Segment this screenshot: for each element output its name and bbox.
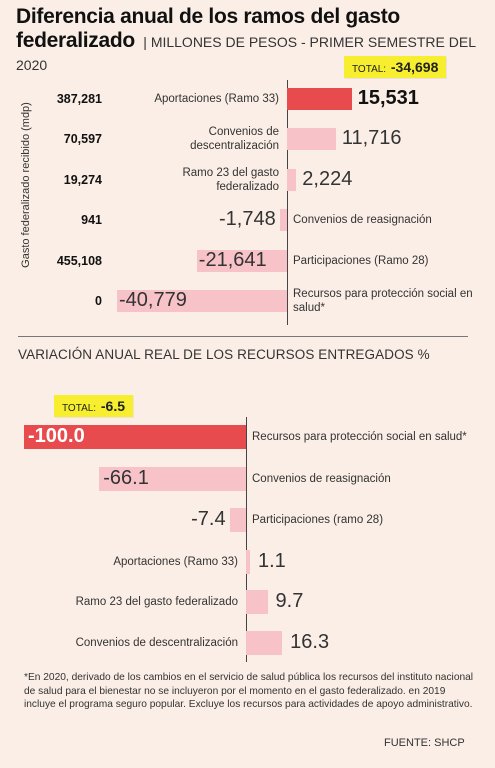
category-label: Participaciones (Ramo 28) xyxy=(293,255,429,267)
chart-title-line1: Diferencia anual de los ramos del gasto xyxy=(16,5,400,28)
received-axis-label: Gasto federalizado recibido (mdp) xyxy=(20,102,32,268)
data-label: 16.3 xyxy=(290,631,330,653)
category-label: Aportaciones (Ramo 33) xyxy=(113,556,238,568)
chart-title-line2: federalizado xyxy=(16,29,135,52)
received-value: 19,274 xyxy=(63,173,102,187)
data-label: 2,224 xyxy=(302,168,353,190)
footnote: *En 2020, derivado de los cambios en el … xyxy=(24,672,474,710)
total-label-1: TOTAL: xyxy=(352,64,387,75)
bar xyxy=(117,290,287,312)
category-label: Participaciones (ramo 28) xyxy=(252,514,384,526)
total-badge-1: TOTAL: -34,698 xyxy=(344,56,447,78)
bar xyxy=(287,169,297,191)
category-label: Convenios de reasignación xyxy=(252,473,391,485)
category-label: Recursos para protección social en salud… xyxy=(293,288,473,314)
category-label: Ramo 23 del gasto federalizado xyxy=(182,167,279,193)
category-label: Aportaciones (Ramo 33) xyxy=(154,93,279,105)
data-label: 9.7 xyxy=(275,590,304,612)
data-label: 15,531 xyxy=(357,87,419,109)
bar xyxy=(24,425,246,449)
chart-subtitle: MILLONES DE PESOS - PRIMER SEMESTRE DEL … xyxy=(16,34,476,73)
data-label: -66.1 xyxy=(103,467,149,489)
zero-axis-2 xyxy=(246,417,247,662)
category-label: Recursos para protección social en salud… xyxy=(252,431,467,443)
total-badge-2: TOTAL: -6.5 xyxy=(54,395,133,417)
chart-subtitle-separator: | xyxy=(139,34,151,50)
total-value-1: -34,698 xyxy=(390,59,439,75)
data-label: -1,748 xyxy=(219,208,276,230)
received-value: 455,108 xyxy=(56,254,102,268)
category-label: Convenios de descentralización xyxy=(190,126,279,152)
section2-title: VARIACIÓN ANUAL REAL DE LOS RECURSOS ENT… xyxy=(18,347,430,362)
received-value: 387,281 xyxy=(56,92,102,106)
data-label: 11,716 xyxy=(341,127,402,149)
bar xyxy=(196,250,287,272)
bar xyxy=(246,550,250,574)
bar xyxy=(287,88,352,110)
bar xyxy=(246,631,283,655)
bar xyxy=(229,508,246,532)
received-value: 0 xyxy=(95,294,102,308)
chart-title-block: Diferencia anual de los ramos del gasto … xyxy=(16,6,486,77)
bar xyxy=(279,209,287,231)
category-label: Convenios de reasignación xyxy=(293,214,432,226)
received-value: 70,597 xyxy=(63,132,102,146)
total-value-2: -6.5 xyxy=(100,398,125,414)
data-label: -7.4 xyxy=(191,508,226,530)
data-label: -21,641 xyxy=(198,249,267,271)
received-value: 941 xyxy=(81,213,102,227)
source-credit: FUENTE: SHCP xyxy=(384,737,465,749)
bar xyxy=(99,467,246,491)
zero-axis-1 xyxy=(287,80,288,325)
data-label: -100.0 xyxy=(28,425,85,447)
category-label: Ramo 23 del gasto federalizado xyxy=(75,596,238,608)
category-label: Convenios de descentralización xyxy=(75,637,238,649)
data-label: -40,779 xyxy=(119,289,187,311)
data-label: 1.1 xyxy=(258,550,286,572)
section-divider xyxy=(18,336,468,337)
total-label-2: TOTAL: xyxy=(62,403,97,414)
bar xyxy=(246,590,268,614)
bar xyxy=(287,128,336,150)
